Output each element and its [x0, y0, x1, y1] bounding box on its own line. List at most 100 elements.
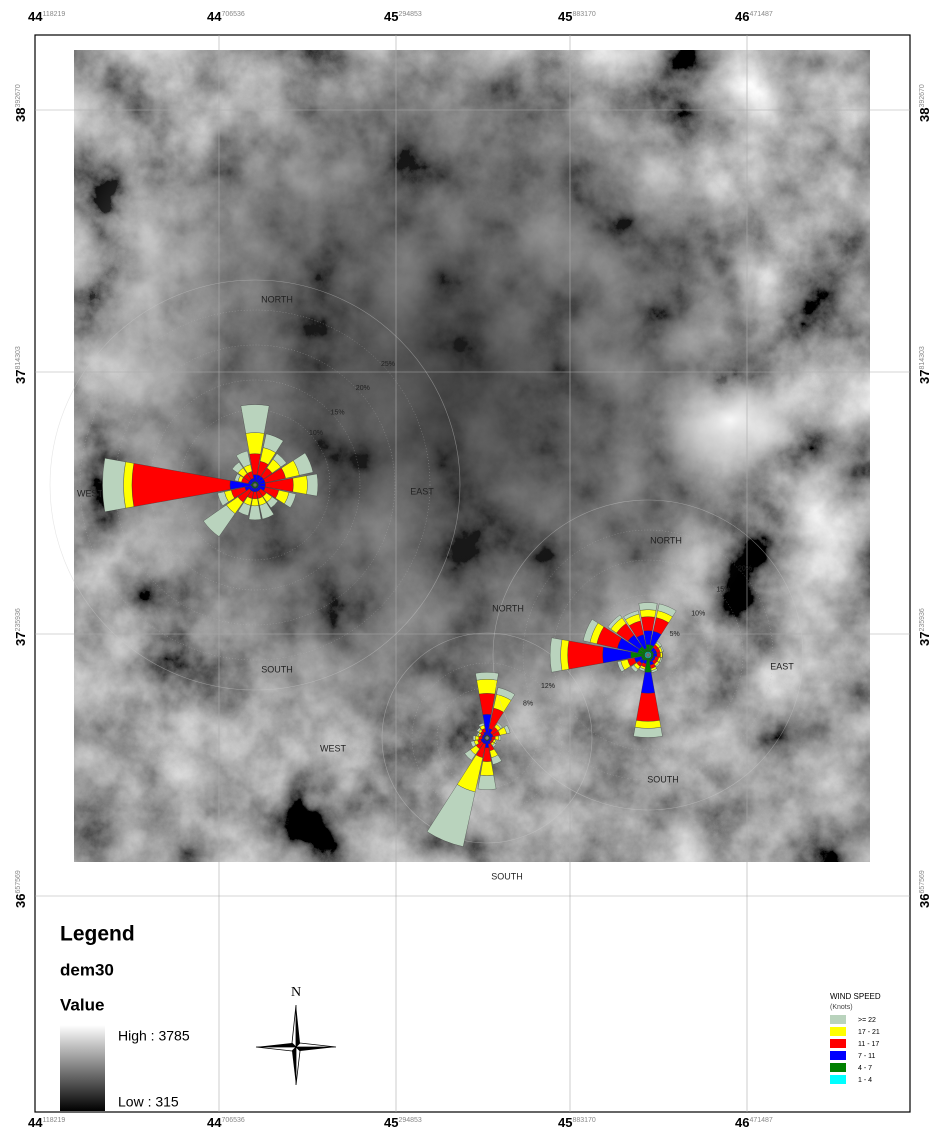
wind-swatch: [830, 1015, 846, 1024]
grid-label-minutes: 294853: [398, 1117, 421, 1124]
grid-label-degree: 44: [207, 1115, 222, 1130]
petal-segment: [633, 727, 662, 737]
arrow-part: [256, 1047, 296, 1051]
grid-label: 45883170: [558, 9, 596, 24]
petal-segment: [660, 652, 662, 657]
north-label: N: [291, 985, 301, 1000]
rose-ring-label: 25%: [381, 361, 395, 368]
rose-ring-label: 20%: [738, 566, 752, 573]
north-arrow: N: [256, 985, 336, 1085]
legend-layer: dem30: [60, 960, 114, 979]
legend-high: High : 3785: [118, 1028, 190, 1044]
grid-label-degree: 45: [558, 9, 572, 24]
petal-segment: [251, 499, 258, 506]
grid-label-degree: 36: [13, 894, 28, 908]
petal-segment: [639, 603, 657, 611]
rose-direction: WEST: [77, 488, 104, 498]
rose-ring-label: 20%: [356, 385, 370, 392]
wind-legend-unit: (Knots): [830, 1004, 853, 1011]
petal-segment: [640, 610, 656, 618]
grid-label: 46471487: [735, 9, 773, 24]
grid-label-degree: 44: [28, 1115, 43, 1130]
grid-label-degree: 44: [28, 9, 43, 24]
grid-label-minutes: 392670: [919, 84, 926, 107]
grid-label-degree: 38: [917, 108, 932, 122]
map-layout: 4411821944118219447065364470653645294853…: [0, 0, 934, 1138]
grid-label-minutes: 657569: [919, 870, 926, 893]
grid-label: 38392670: [13, 84, 28, 122]
grid-label: 45294853: [384, 9, 422, 24]
arrow-part: [292, 1047, 296, 1085]
dem-highland: [60, 120, 240, 480]
rose-ring-label: 8%: [523, 700, 533, 707]
grid-label: 44118219: [28, 1115, 65, 1130]
petal-segment: [473, 736, 475, 741]
grid-label-degree: 38: [13, 108, 28, 122]
rose-direction: SOUTH: [491, 871, 523, 881]
wind-class-label: >= 22: [858, 1017, 876, 1024]
rose-ring-label: 5%: [670, 631, 680, 638]
grid-label-minutes: 706536: [221, 11, 244, 18]
grid-label-degree: 46: [735, 9, 749, 24]
rose-direction: SOUTH: [647, 774, 679, 784]
arrow-part: [296, 1047, 336, 1051]
wind-swatch: [830, 1039, 846, 1048]
rose-ring-label: 12%: [541, 683, 555, 690]
wind-swatch: [830, 1027, 846, 1036]
grid-label: 44706536: [207, 9, 245, 24]
arrow-part: [256, 1043, 296, 1047]
petal-segment: [293, 476, 308, 494]
wind-class-label: 4 - 7: [858, 1065, 872, 1072]
grid-label-minutes: 814303: [15, 346, 22, 369]
grid-label: 36657569: [917, 870, 932, 908]
grid-label-degree: 45: [384, 9, 398, 24]
grid-label-minutes: 294853: [398, 11, 421, 18]
terrain: [60, 50, 870, 862]
petal-segment: [475, 736, 479, 740]
rose-direction: NORTH: [261, 294, 293, 304]
rose-ring-label: 15%: [331, 409, 345, 416]
grid-label-minutes: 883170: [572, 1117, 595, 1124]
arrow-part: [292, 1005, 296, 1047]
rose-ring-label: 10%: [309, 430, 323, 437]
grid-label: 36657569: [13, 870, 28, 908]
wind-swatch: [830, 1051, 846, 1060]
grid-label: 37235936: [13, 608, 28, 646]
grid-label-degree: 44: [207, 9, 222, 24]
petal-segment: [635, 720, 661, 728]
wind-swatch: [830, 1075, 846, 1084]
wind-class-label: 17 - 21: [858, 1029, 880, 1036]
petal-segment: [495, 736, 499, 740]
grid-label-minutes: 392670: [15, 84, 22, 107]
petal-segment: [641, 617, 655, 631]
grid-label-degree: 45: [558, 1115, 572, 1130]
rose-direction: SOUTH: [261, 664, 293, 674]
petal-segment: [653, 653, 657, 656]
grid-label: 45294853: [384, 1115, 422, 1130]
grid-label: 37814303: [13, 346, 28, 384]
grid-label: 44706536: [207, 1115, 245, 1130]
grid-label: 46471487: [735, 1115, 773, 1130]
dem-peak: [640, 360, 820, 480]
petal-segment: [550, 638, 562, 672]
rose-direction: NORTH: [650, 535, 682, 545]
legend-ramp: [60, 1025, 105, 1111]
rose-direction: NORTH: [492, 603, 524, 613]
rose-direction: EAST: [410, 486, 434, 496]
rose-ring-label: 10%: [691, 610, 705, 617]
grid-label: 37235936: [917, 608, 932, 646]
legend-title: Legend: [60, 923, 135, 946]
petal-segment: [102, 458, 125, 512]
legend: Legend dem30 Value High : 3785 Low : 315: [60, 923, 190, 1111]
petal-segment: [499, 736, 501, 741]
grid-label: 37814303: [917, 346, 932, 384]
grid-label: 38392670: [917, 84, 932, 122]
wind-class-label: 1 - 4: [858, 1077, 872, 1084]
grid-label-minutes: 471487: [749, 1117, 772, 1124]
wind-legend-title: WIND SPEED: [830, 992, 881, 1001]
rose-ring-label: 15%: [716, 586, 730, 593]
grid-label-minutes: 235936: [15, 608, 22, 631]
grid-label-degree: 45: [384, 1115, 398, 1130]
grid-label-minutes: 706536: [221, 1117, 244, 1124]
